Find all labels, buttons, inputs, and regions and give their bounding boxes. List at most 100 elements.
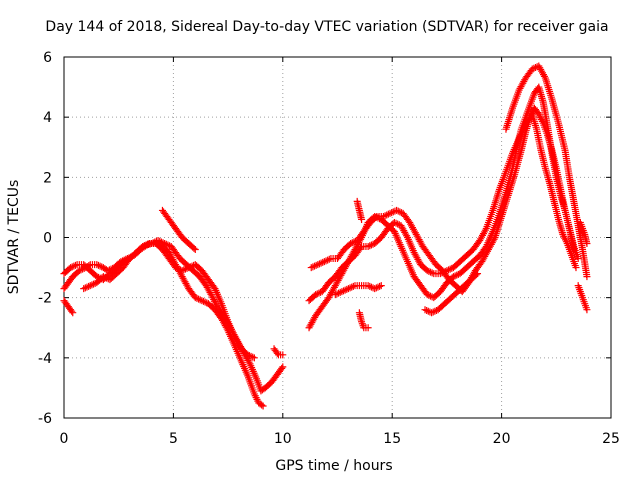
- data-point: [383, 211, 391, 219]
- data-point: [583, 240, 591, 248]
- data-point: [81, 284, 89, 292]
- data-point: [201, 298, 209, 306]
- data-point: [99, 273, 107, 281]
- y-tick-label: 0: [43, 231, 52, 247]
- grid: [64, 57, 611, 418]
- data-point: [372, 284, 380, 292]
- series-track-h: [305, 110, 580, 305]
- data-point: [366, 282, 374, 290]
- data-point: [572, 264, 580, 272]
- data-point: [451, 272, 459, 280]
- data-point: [367, 283, 375, 291]
- data-point: [335, 289, 343, 297]
- data-point: [377, 282, 385, 290]
- data-point: [70, 262, 78, 270]
- series-track-l: [353, 197, 366, 223]
- data-point: [394, 207, 402, 215]
- data-point: [278, 364, 286, 372]
- data-point: [101, 273, 109, 281]
- data-point: [379, 212, 387, 220]
- series-track-p: [576, 218, 591, 248]
- series-track-f: [270, 345, 287, 359]
- data-point: [403, 232, 411, 240]
- data-point: [331, 291, 339, 299]
- y-axis-label: SDTVAR / TECUs: [6, 180, 22, 295]
- data-point: [90, 280, 98, 288]
- series-track-c: [80, 240, 258, 362]
- data-point: [196, 296, 204, 304]
- data-point: [320, 258, 328, 266]
- data-point: [279, 351, 287, 359]
- data-point: [185, 264, 193, 272]
- data-point: [348, 239, 356, 247]
- data-point: [322, 257, 330, 265]
- data-point: [314, 261, 322, 269]
- series-track-e: [60, 297, 77, 317]
- data-point: [178, 267, 186, 275]
- series-track-o: [574, 282, 591, 314]
- data-point: [311, 262, 319, 270]
- data-point: [312, 291, 320, 299]
- plot-frame: [63, 56, 612, 419]
- x-axis-label: GPS time / hours: [275, 458, 392, 474]
- data-point: [190, 244, 198, 252]
- data-point: [350, 238, 358, 246]
- data-points: [60, 62, 591, 410]
- data-point: [371, 285, 379, 293]
- data-point: [472, 271, 480, 279]
- data-point: [258, 401, 266, 409]
- data-point: [384, 210, 392, 218]
- x-tick-label: 5: [169, 431, 178, 447]
- data-point: [358, 215, 366, 223]
- data-point: [88, 281, 96, 289]
- data-point: [394, 220, 402, 228]
- data-point: [191, 294, 199, 302]
- data-point: [245, 358, 253, 366]
- data-point: [374, 283, 382, 291]
- data-point: [348, 283, 356, 291]
- data-point: [313, 290, 321, 298]
- data-point: [208, 292, 216, 300]
- data-point: [392, 219, 400, 227]
- data-point: [366, 242, 374, 250]
- data-point: [86, 282, 94, 290]
- data-point: [540, 72, 548, 80]
- y-tick-label: 4: [43, 110, 52, 126]
- data-point: [93, 261, 101, 269]
- data-point: [446, 265, 454, 273]
- data-point: [474, 270, 482, 278]
- data-point: [347, 240, 355, 248]
- y-tick-label: -6: [38, 411, 52, 427]
- data-point: [393, 206, 401, 214]
- series-track-j: [331, 282, 385, 299]
- data-point: [164, 241, 172, 249]
- data-point: [364, 324, 372, 332]
- data-point: [83, 283, 91, 291]
- data-point: [583, 273, 591, 281]
- data-point: [530, 64, 538, 72]
- data-point: [349, 282, 357, 290]
- data-point: [583, 306, 591, 314]
- series-track-m: [421, 270, 482, 317]
- data-point: [425, 267, 433, 275]
- data-point: [247, 352, 255, 360]
- data-point: [428, 269, 436, 277]
- data-point: [528, 65, 536, 73]
- data-point: [94, 261, 102, 269]
- data-point: [423, 267, 431, 275]
- data-point: [279, 363, 287, 371]
- data-point: [144, 240, 152, 248]
- data-point: [140, 242, 148, 250]
- data-point: [244, 351, 252, 359]
- x-tick-label: 0: [60, 431, 69, 447]
- data-point: [273, 349, 281, 357]
- data-point: [317, 259, 325, 267]
- data-point: [80, 285, 88, 293]
- data-point: [336, 288, 344, 296]
- data-point: [341, 286, 349, 294]
- y-tick-label: -4: [38, 351, 52, 367]
- data-point: [367, 241, 375, 249]
- data-point: [198, 297, 206, 305]
- data-point: [193, 294, 201, 302]
